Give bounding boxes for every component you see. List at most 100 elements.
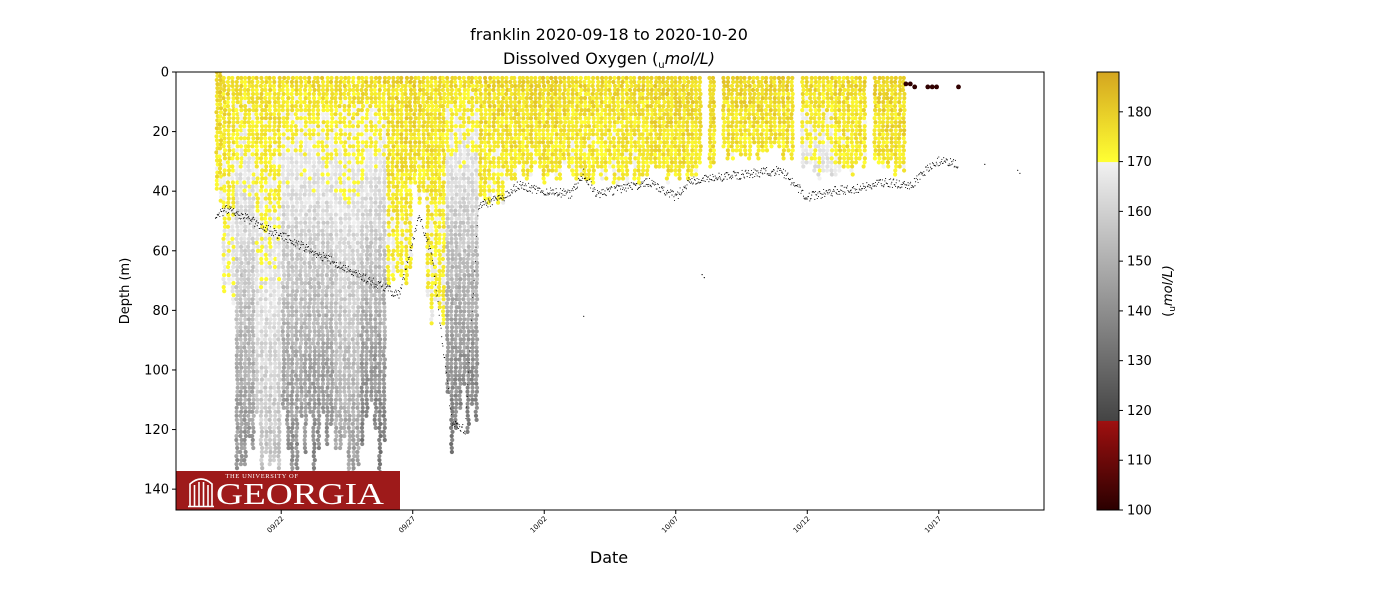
oxygen-point [445, 365, 450, 370]
oxygen-point [342, 204, 347, 209]
oxygen-point [399, 132, 404, 137]
oxygen-point [381, 289, 387, 294]
oxygen-point [222, 164, 227, 169]
oxygen-point [391, 248, 396, 253]
oxygen-point [254, 293, 259, 298]
oxygen-point [355, 128, 360, 133]
oxygen-point [320, 180, 325, 185]
oxygen-point [238, 184, 243, 189]
oxygen-point [320, 369, 325, 374]
oxygen-point [359, 268, 365, 274]
oxygen-point [286, 357, 291, 362]
oxygen-point [307, 293, 312, 298]
oxygen-point [329, 301, 334, 306]
oxygen-point [409, 196, 414, 201]
oxygen-point [293, 333, 298, 338]
oxygen-point [255, 369, 260, 374]
oxygen-point [453, 417, 458, 422]
oxygen-point [446, 224, 451, 229]
oxygen-point [474, 353, 479, 358]
oxygen-point [404, 200, 409, 205]
oxygen-point [404, 228, 409, 233]
oxygen-point [465, 317, 471, 322]
oxygen-point [277, 184, 282, 189]
oxygen-point [264, 289, 269, 294]
oxygen-point [299, 132, 304, 137]
oxygen-point [457, 252, 462, 257]
oxygen-point [450, 192, 455, 197]
oxygen-point [316, 152, 321, 157]
oxygen-point [355, 449, 360, 455]
oxygen-point [238, 357, 243, 362]
oxygen-point [312, 441, 317, 447]
oxygen-point [465, 196, 470, 201]
oxygen-point [386, 256, 391, 262]
oxygen-point [466, 236, 471, 241]
oxygen-point [454, 277, 459, 282]
oxygen-point [378, 441, 383, 447]
oxygen-point [347, 293, 352, 298]
oxygen-point [294, 91, 299, 97]
oxygen-point [421, 148, 426, 153]
oxygen-point [267, 297, 272, 302]
oxygen-point [338, 128, 343, 133]
oxygen-point [496, 83, 501, 89]
oxygen-point [306, 305, 312, 310]
oxygen-point [382, 268, 387, 274]
oxygen-point [420, 156, 426, 161]
oxygen-point [351, 377, 356, 382]
oxygen-point [433, 285, 438, 290]
oxygen-point [425, 285, 430, 290]
oxygen-point [281, 236, 286, 241]
oxygen-point [294, 128, 299, 133]
oxygen-point [343, 148, 348, 153]
oxygen-point [382, 192, 387, 197]
oxygen-point [302, 180, 307, 185]
oxygen-point [289, 441, 294, 447]
oxygen-point [272, 216, 277, 221]
oxygen-point [290, 232, 295, 237]
oxygen-point [487, 108, 492, 113]
oxygen-point [221, 252, 226, 257]
oxygen-point [347, 321, 352, 326]
oxygen-point [324, 293, 329, 298]
oxygen-point [446, 91, 451, 97]
oxygen-point [218, 130, 223, 135]
oxygen-point [454, 240, 459, 245]
oxygen-point [449, 361, 454, 366]
oxygen-point [242, 91, 248, 97]
oxygen-point [457, 377, 462, 382]
oxygen-point [267, 128, 272, 133]
oxygen-point [454, 192, 459, 197]
oxygen-point [487, 152, 492, 157]
oxygen-point [290, 180, 295, 185]
oxygen-point [243, 449, 248, 455]
oxygen-point [453, 421, 459, 426]
oxygen-point [276, 349, 281, 354]
oxygen-point [294, 248, 299, 253]
oxygen-point [346, 140, 352, 145]
oxygen-point [239, 437, 244, 443]
oxygen-point [247, 393, 252, 398]
oxygen-point [360, 429, 365, 434]
oxygen-point [299, 289, 304, 294]
oxygen-point [404, 192, 409, 197]
oxygen-point [316, 204, 321, 209]
oxygen-point [425, 200, 430, 205]
oxygen-point [247, 232, 252, 237]
oxygen-point [429, 96, 434, 101]
oxygen-point [429, 124, 434, 129]
oxygen-point [264, 184, 269, 189]
oxygen-point [290, 164, 295, 169]
oxygen-point [368, 297, 373, 302]
oxygen-point [329, 120, 335, 125]
oxygen-point [404, 232, 409, 237]
oxygen-point [272, 136, 277, 141]
oxygen-point [316, 297, 321, 302]
oxygen-point [293, 260, 299, 266]
oxygen-point [272, 240, 278, 245]
oxygen-point [293, 345, 298, 350]
oxygen-point [308, 297, 313, 302]
oxygen-point [466, 120, 471, 125]
oxygen-point [449, 389, 454, 394]
